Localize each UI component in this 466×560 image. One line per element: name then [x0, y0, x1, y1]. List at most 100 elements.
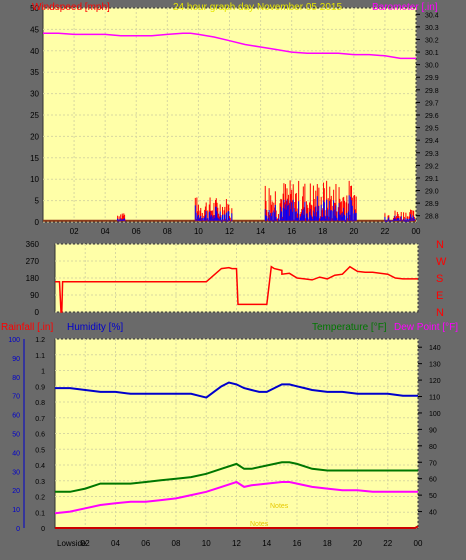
barometer-tick-label: 29.0 [425, 189, 439, 196]
rainfall-tick-label: 0.1 [35, 510, 45, 517]
rainfall-tick-label: 0.7 [35, 416, 45, 423]
rainfall-axis: 0 0.1 0.2 0.3 0.4 0.5 0.6 0.7 0.8 0.9 1 1.1 1.2 [35, 337, 45, 533]
barometer-tick-label: 29.8 [425, 88, 439, 95]
temperature-tick-label: 90 [429, 427, 437, 434]
temperature-axis-title: Temperature [°F] [312, 322, 387, 333]
windspeed-tick-label: 35 [30, 68, 39, 77]
temperature-tick-label: 70 [429, 460, 437, 467]
humidity-tick-label: 90 [12, 356, 20, 363]
rainfall-tick-label: 0.4 [35, 463, 45, 470]
humidity-tick-label: 60 [12, 413, 20, 420]
humidity-tick-label: 0 [16, 526, 20, 533]
temperature-tick-label: 110 [429, 395, 440, 402]
windspeed-tick-label: 30 [30, 90, 39, 99]
climate-x-tick-label: 06 [141, 539, 150, 548]
wind-x-tick-label: 12 [225, 227, 234, 236]
compass-label: N [436, 307, 444, 319]
barometer-axis: 28.8 28.9 29.0 29.1 29.2 29.3 29.4 29.5 29.6 29.7… [416, 12, 439, 221]
barometer-tick-label: 29.2 [425, 163, 439, 170]
rainfall-tick-label: 0.3 [35, 479, 45, 486]
direction-axis: 0 90 180 270 360 [26, 240, 40, 317]
direction-tick-label: 180 [26, 274, 40, 283]
direction-line [55, 265, 418, 313]
note-label-b: Notes [250, 521, 269, 528]
wind-barometer-plot-area [42, 7, 417, 223]
climate-x-tick-label: 02 [81, 539, 90, 548]
windspeed-tick-label: 10 [30, 175, 39, 184]
direction-tick-label: 0 [35, 308, 40, 317]
windspeed-tick-label: 15 [30, 154, 39, 163]
temperature-axis: 40 50 60 70 80 90 100 110 120 130 140 [418, 345, 441, 517]
climate-x-tick-label: 20 [353, 539, 362, 548]
wind-x-tick-label: 20 [349, 227, 358, 236]
dew-point-line [54, 480, 418, 515]
wind-x-tick-label: 16 [287, 227, 296, 236]
humidity-tick-label: 20 [12, 488, 20, 495]
barometer-tick-label: 29.6 [425, 113, 439, 120]
direction-series [55, 265, 418, 313]
climate-x-tick-label: 14 [262, 539, 271, 548]
wind-x-tick-label: 14 [256, 227, 265, 236]
windspeed-axis: 0 5 10 15 20 25 30 35 40 45 50 [30, 4, 39, 227]
barometer-tick-label: 29.9 [425, 75, 439, 82]
temperature-tick-label: 140 [429, 345, 441, 352]
rainfall-tick-label: 1.1 [35, 353, 45, 360]
windspeed-tick-label: 50 [30, 4, 39, 13]
temperature-tick-label: 100 [429, 411, 441, 418]
humidity-tick-label: 50 [12, 432, 20, 439]
wind-x-tick-label: 02 [70, 227, 79, 236]
temperature-tick-label: 50 [429, 493, 437, 500]
windspeed-tick-label: 20 [30, 132, 39, 141]
barometer-tick-label: 29.3 [425, 151, 439, 158]
windspeed-tick-label: 25 [30, 111, 39, 120]
dewpoint-axis-title: Dew Point [°F] [394, 322, 458, 333]
windspeed-tick-label: 5 [35, 197, 40, 206]
barometer-tick-label: 28.8 [425, 214, 439, 221]
windspeed-tick-label: 0 [35, 218, 40, 227]
barometer-tick-label: 30.0 [425, 63, 439, 70]
rainfall-tick-label: 0.8 [35, 400, 45, 407]
rainfall-tick-label: 0.5 [35, 447, 45, 454]
rainfall-tick-label: 1.2 [35, 337, 45, 344]
windspeed-tick-label: 40 [30, 47, 39, 56]
compass-label: N [436, 239, 444, 251]
rainfall-tick-label: 0 [41, 526, 45, 533]
rainfall-tick-label: 0.2 [35, 495, 45, 502]
lowside-label: Lowside [57, 539, 87, 548]
temperature-tick-label: 40 [429, 510, 437, 517]
barometer-tick-label: 29.7 [425, 100, 439, 107]
wind-x-axis: 02 04 06 08 10 12 14 16 18 20 22 00 [70, 227, 421, 236]
windspeed-tick-label: 45 [30, 25, 39, 34]
climate-series [54, 381, 419, 529]
climate-x-tick-label: 18 [323, 539, 332, 548]
compass-label: E [436, 290, 443, 302]
humidity-tick-label: 40 [12, 450, 20, 457]
barometer-tick-label: 30.4 [425, 12, 439, 19]
barometer-tick-label: 29.5 [425, 126, 439, 133]
wind-x-tick-label: 08 [163, 227, 172, 236]
wind-x-tick-label: 22 [380, 227, 389, 236]
wind-x-tick-label: 10 [194, 227, 203, 236]
barometer-tick-label: 29.4 [425, 138, 439, 145]
barometer-tick-label: 28.9 [425, 201, 439, 208]
climate-x-tick-label: 10 [202, 539, 211, 548]
climate-x-tick-label: 08 [172, 539, 181, 548]
direction-tick-label: 270 [26, 257, 40, 266]
climate-x-axis: 02 04 06 08 10 12 14 16 18 20 22 00 [81, 539, 423, 548]
humidity-axis: 0 10 20 30 40 50 60 70 80 90 100 [8, 337, 25, 533]
temperature-tick-label: 60 [429, 477, 437, 484]
temperature-tick-label: 130 [429, 362, 441, 369]
wind-x-tick-label: 04 [101, 227, 110, 236]
barometer-tick-label: 29.1 [425, 176, 439, 183]
climate-grid [55, 338, 419, 529]
rainfall-tick-label: 0.9 [35, 384, 45, 391]
humidity-tick-label: 100 [8, 337, 20, 344]
barometer-line [43, 32, 416, 60]
climate-x-tick-label: 22 [383, 539, 392, 548]
humidity-tick-label: 70 [12, 394, 20, 401]
climate-x-tick-label: 16 [293, 539, 302, 548]
wind-x-tick-label: 18 [318, 227, 327, 236]
